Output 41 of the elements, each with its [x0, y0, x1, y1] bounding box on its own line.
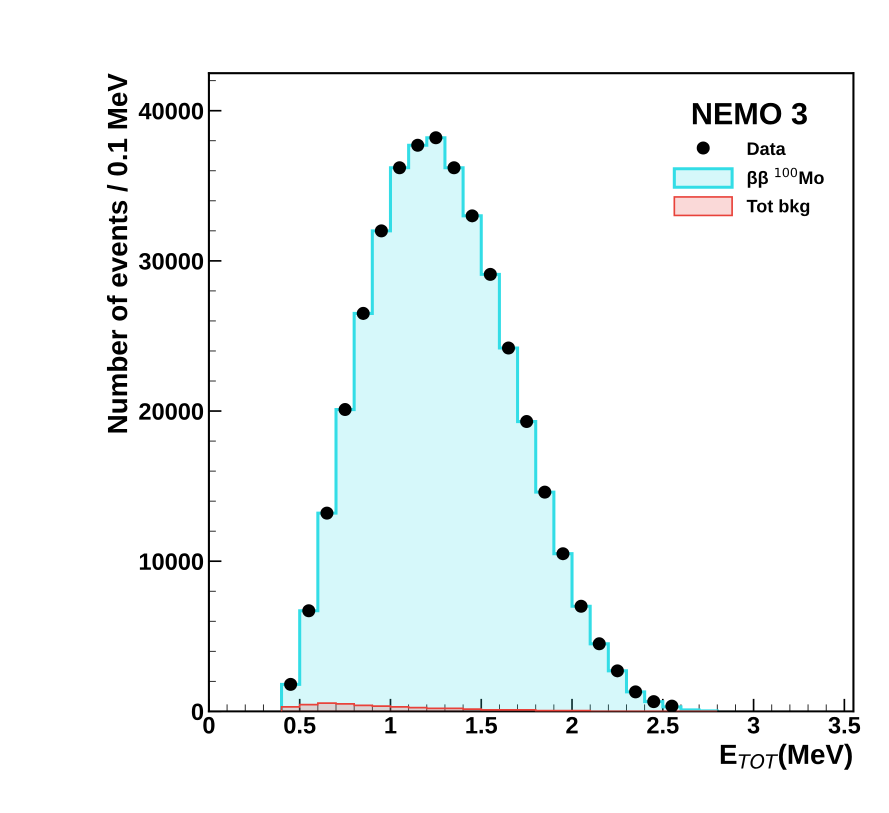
point — [429, 131, 442, 144]
point — [411, 138, 424, 152]
point — [484, 268, 497, 281]
x-tick-label: 0.5 — [284, 716, 316, 734]
point — [448, 161, 461, 174]
x-tick-label: 1 — [385, 717, 396, 734]
x-tick-label: 2.5 — [647, 716, 679, 734]
point — [356, 306, 370, 320]
y-axis-title: Number of events / 0.1 MeV — [106, 73, 128, 433]
legend-label: Data — [748, 142, 786, 156]
point — [393, 161, 406, 174]
point — [610, 664, 624, 678]
point — [647, 695, 660, 708]
point — [592, 637, 606, 650]
point — [374, 224, 388, 238]
point — [320, 506, 334, 520]
point — [556, 547, 570, 560]
y-tick-label: 40000 — [138, 102, 204, 120]
legend-title: NEMO 3 — [692, 102, 807, 125]
point — [629, 685, 642, 698]
legend-label: Tot bkg — [746, 199, 810, 216]
point — [538, 486, 552, 499]
point — [520, 415, 534, 428]
y-tick-label: 20000 — [139, 403, 204, 420]
point — [302, 604, 316, 618]
point — [502, 341, 515, 354]
x-tick-label: 3 — [748, 716, 760, 734]
y-tick-label: 30000 — [138, 252, 204, 270]
x-tick-label: 3.5 — [828, 716, 860, 734]
point — [338, 403, 352, 416]
point — [665, 700, 678, 712]
point — [574, 600, 588, 613]
x-tick-label: 1.5 — [466, 717, 498, 734]
point — [466, 209, 479, 222]
x-tick-label: 2 — [566, 716, 578, 734]
x-tick-label: 0 — [203, 716, 215, 734]
y-tick-label: 10000 — [140, 553, 204, 570]
legend-label: ββ $^{100}$Mo — [748, 168, 824, 188]
point — [284, 678, 298, 691]
x-axis-title: E$_{TOT}$(MeV) — [720, 744, 852, 770]
y-tick-label: 0 — [192, 703, 204, 720]
